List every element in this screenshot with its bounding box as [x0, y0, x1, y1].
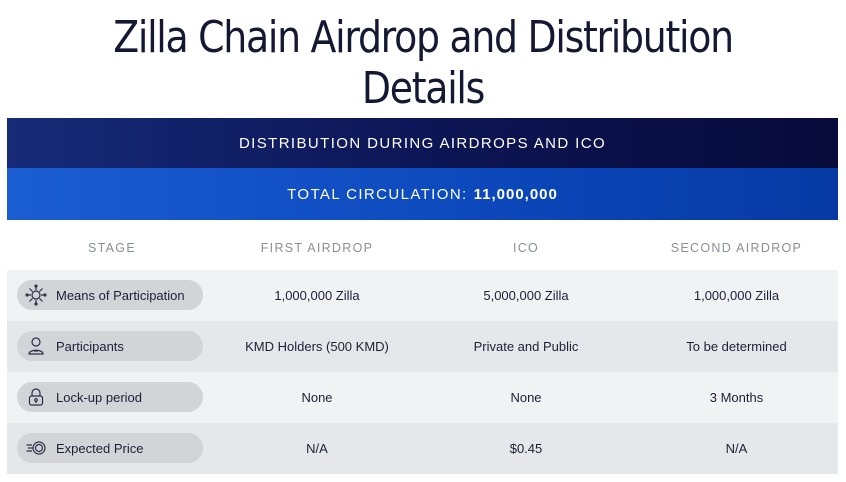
- stage-label: Expected Price: [56, 440, 144, 456]
- stage-pill: Expected Price: [17, 433, 203, 463]
- coin-speed-icon: [25, 437, 47, 459]
- stage-pill: Lock-up period: [17, 382, 203, 412]
- ico-cell: Private and Public: [473, 339, 579, 354]
- first-airdrop-cell: N/A: [306, 441, 328, 456]
- circulation-value: 11,000,000: [473, 185, 558, 203]
- column-header-ico: ICO: [512, 241, 540, 255]
- ico-cell: 5,000,000 Zilla: [483, 288, 569, 303]
- column-header-stage: STAGE: [88, 241, 136, 255]
- stage-cell: Means of Participation: [7, 280, 217, 311]
- lock-icon: [25, 386, 47, 408]
- column-header-first-airdrop: FIRST AIRDROP: [260, 241, 374, 255]
- stage-label: Lock-up period: [56, 389, 142, 405]
- column-header-second-airdrop: SECOND AIRDROP: [670, 241, 803, 255]
- table-row: Means of Participation 1,000,000 Zilla 5…: [7, 270, 838, 321]
- table-row: Expected Price N/A $0.45 N/A: [7, 423, 838, 474]
- user-icon: [25, 335, 47, 357]
- page-title: Zilla Chain Airdrop and Distribution Det…: [113, 12, 734, 114]
- stage-cell: Participants: [7, 331, 217, 362]
- stage-pill: Means of Participation: [17, 280, 203, 310]
- network-hub-icon: [25, 284, 47, 306]
- stage-label: Means of Participation: [56, 287, 185, 303]
- ico-cell: $0.45: [509, 441, 543, 456]
- stage-pill: Participants: [17, 331, 203, 361]
- stage-label: Participants: [56, 338, 124, 354]
- second-airdrop-cell: To be determined: [686, 339, 787, 354]
- first-airdrop-cell: KMD Holders (500 KMD): [245, 339, 389, 354]
- stage-cell: Lock-up period: [7, 382, 217, 413]
- second-airdrop-cell: N/A: [725, 441, 748, 456]
- distribution-banner: DISTRIBUTION DURING AIRDROPS AND ICO: [7, 118, 838, 168]
- first-airdrop-cell: None: [301, 390, 333, 405]
- distribution-heading: DISTRIBUTION DURING AIRDROPS AND ICO: [238, 134, 607, 152]
- table-header: STAGE FIRST AIRDROP ICO SECOND AIRDROP: [7, 228, 838, 268]
- first-airdrop-cell: 1,000,000 Zilla: [274, 288, 360, 303]
- circulation-banner: TOTAL CIRCULATION: 11,000,000: [7, 168, 838, 220]
- table-row: Lock-up period None None 3 Months: [7, 372, 838, 423]
- stage-cell: Expected Price: [7, 433, 217, 464]
- ico-cell: None: [510, 390, 542, 405]
- second-airdrop-cell: 3 Months: [709, 390, 764, 405]
- table-row: Participants KMD Holders (500 KMD) Priva…: [7, 321, 838, 372]
- second-airdrop-cell: 1,000,000 Zilla: [693, 288, 780, 303]
- circulation-label: TOTAL CIRCULATION:: [287, 185, 468, 203]
